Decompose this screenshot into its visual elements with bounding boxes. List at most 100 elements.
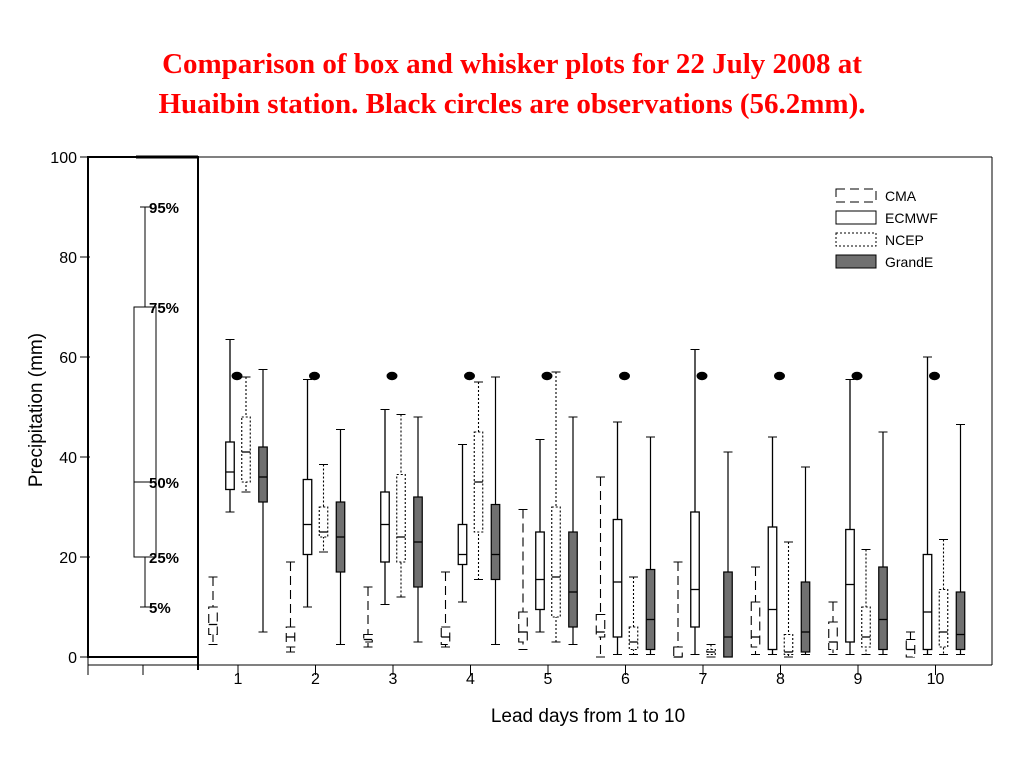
box-ncep-day-6 xyxy=(628,576,639,655)
y-tick-label: 0 xyxy=(68,650,77,667)
iqr-box xyxy=(490,503,501,581)
x-axis: 1 2 3 4 5 6 7 8 9 10 xyxy=(234,665,945,688)
x-axis-label: Lead days from 1 to 10 xyxy=(491,706,685,727)
box-ncep-day-10 xyxy=(938,539,949,655)
iqr-box xyxy=(845,528,855,643)
iqr-box xyxy=(535,531,545,611)
iqr-box xyxy=(225,441,235,491)
box-cma-day-7 xyxy=(673,561,683,658)
x-tick-label: 4 xyxy=(466,671,475,688)
box-grande-day-2 xyxy=(335,429,346,645)
box-cma-day-8 xyxy=(750,566,761,655)
box-ecmwf-day-8 xyxy=(767,436,778,655)
box-cma-day-1 xyxy=(208,576,218,645)
chart-title: Comparison of box and whisker plots for … xyxy=(0,44,1024,124)
y-tick-label: 80 xyxy=(59,250,77,267)
observation-marker xyxy=(851,371,863,381)
box-ecmwf-day-7 xyxy=(690,349,700,655)
iqr-box xyxy=(673,646,683,658)
iqr-box xyxy=(457,523,468,566)
box-grande-day-6 xyxy=(645,436,656,655)
key-label-25: 25% xyxy=(149,550,179,567)
observation-marker xyxy=(774,371,785,381)
iqr-box xyxy=(302,478,313,556)
y-tick-label: 40 xyxy=(59,450,77,467)
x-tick-label: 5 xyxy=(544,671,553,688)
x-tick-label: 9 xyxy=(854,671,863,688)
iqr-box xyxy=(440,626,451,646)
iqr-box xyxy=(828,621,838,651)
box-ncep-day-2 xyxy=(318,464,329,553)
iqr-box xyxy=(518,611,528,643)
box-ecmwf-day-6 xyxy=(612,421,623,655)
y-axis: 0 20 40 60 80 100 xyxy=(50,150,90,667)
iqr-box xyxy=(723,571,733,658)
legend-label-ncep: NCEP xyxy=(885,232,924,248)
iqr-box xyxy=(258,446,268,503)
observation-marker xyxy=(464,371,475,381)
iqr-box xyxy=(568,531,578,628)
box-ncep-day-7 xyxy=(706,644,716,658)
key-label-50: 50% xyxy=(149,475,179,492)
box-grande-day-10 xyxy=(955,424,966,655)
legend-swatch-cma xyxy=(835,188,877,203)
box-ncep-day-4 xyxy=(473,381,484,580)
box-ecmwf-day-1 xyxy=(225,339,235,513)
legend-swatch-ecmwf xyxy=(835,210,877,225)
box-grande-day-7 xyxy=(723,451,733,658)
iqr-box xyxy=(551,506,561,618)
box-ncep-day-9 xyxy=(861,549,871,655)
iqr-box xyxy=(380,491,390,563)
x-tick-label: 7 xyxy=(699,671,708,688)
x-tick-label: 3 xyxy=(389,671,398,688)
iqr-box xyxy=(595,613,606,638)
iqr-box xyxy=(318,506,329,538)
observation-marker xyxy=(696,371,708,381)
observation-marker xyxy=(929,371,940,381)
box-cma-day-3 xyxy=(363,586,373,648)
box-ncep-day-8 xyxy=(783,541,794,658)
percentile-key: 95% 75% 50% 25% 5% xyxy=(133,200,179,617)
box-ncep-day-1 xyxy=(241,376,251,493)
y-tick-label: 100 xyxy=(50,150,77,167)
box-ecmwf-day-2 xyxy=(302,379,313,608)
observations xyxy=(231,371,940,381)
box-cma-day-2 xyxy=(285,561,296,653)
key-label-95: 95% xyxy=(149,200,179,217)
chart-title-line-1: Comparison of box and whisker plots for … xyxy=(162,48,862,80)
box-grande-day-4 xyxy=(490,376,501,645)
box-ecmwf-day-5 xyxy=(535,439,545,633)
iqr-box xyxy=(208,606,218,636)
box-grande-day-5 xyxy=(568,416,578,645)
iqr-box xyxy=(645,568,656,651)
iqr-box xyxy=(955,591,966,651)
box-plots xyxy=(208,339,966,658)
iqr-box xyxy=(878,566,888,651)
x-tick-label: 2 xyxy=(311,671,320,688)
x-tick-label: 10 xyxy=(927,671,945,688)
box-grande-day-8 xyxy=(800,466,811,655)
box-ncep-day-3 xyxy=(396,414,406,598)
iqr-box xyxy=(396,473,406,563)
iqr-box xyxy=(628,626,639,651)
iqr-box xyxy=(861,606,871,648)
x-tick-label: 8 xyxy=(776,671,785,688)
legend: CMA ECMWF NCEP GrandE xyxy=(835,188,938,270)
observation-marker xyxy=(386,371,398,381)
legend-swatch-grande xyxy=(835,254,877,269)
iqr-box xyxy=(938,588,949,648)
box-cma-day-5 xyxy=(518,509,528,650)
observation-marker xyxy=(541,371,553,381)
iqr-box xyxy=(241,416,251,483)
box-ecmwf-day-3 xyxy=(380,409,390,605)
iqr-box xyxy=(905,638,916,658)
key-label-75: 75% xyxy=(149,300,179,317)
iqr-box xyxy=(612,518,623,638)
x-tick-label: 6 xyxy=(621,671,630,688)
key-box xyxy=(133,306,157,558)
iqr-box xyxy=(750,601,761,648)
key-label-5: 5% xyxy=(149,600,171,617)
legend-swatch-ncep xyxy=(835,232,877,247)
observation-marker xyxy=(619,371,630,381)
